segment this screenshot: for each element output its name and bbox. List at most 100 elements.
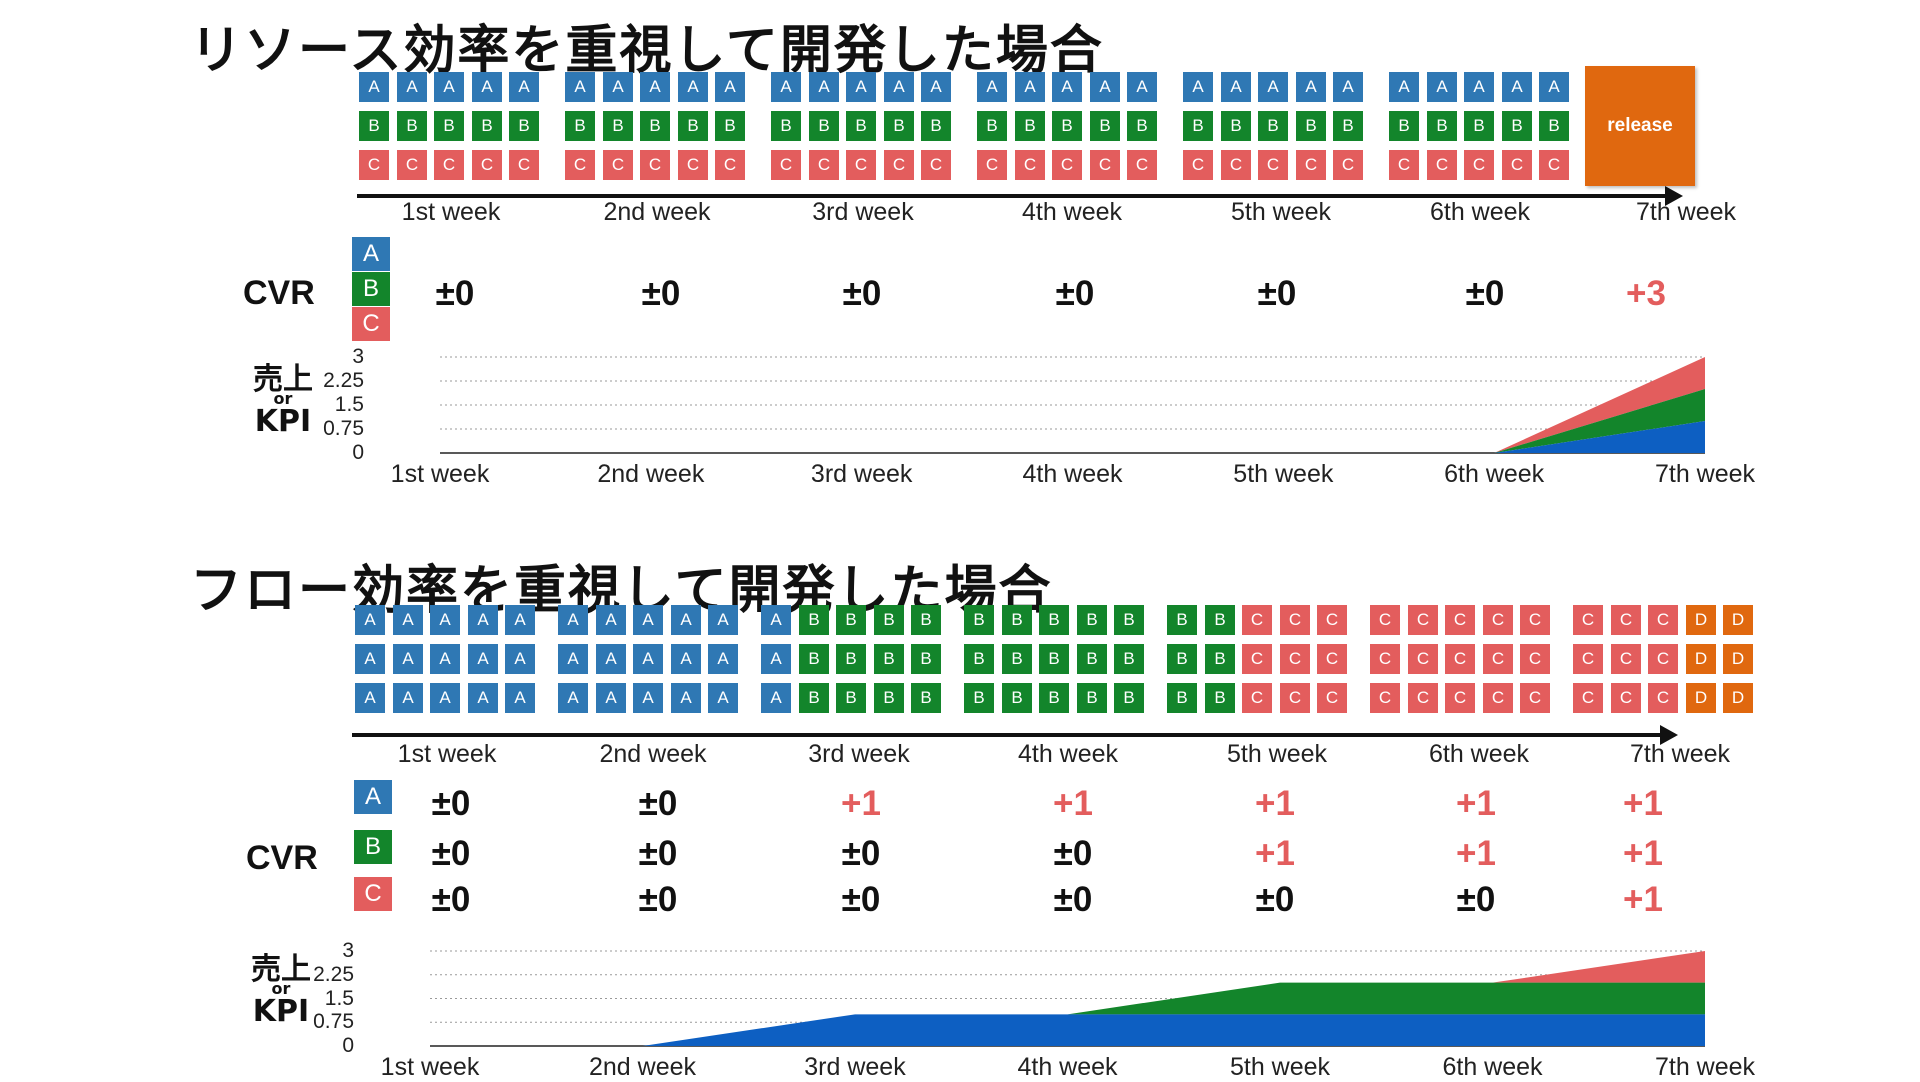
timeline-week-label: 6th week	[1428, 740, 1530, 768]
task-tile-d: D	[1723, 644, 1753, 674]
task-tile-b: B	[836, 605, 866, 635]
task-tile-a: A	[771, 72, 801, 102]
area-series-b	[430, 982, 1705, 1046]
task-tile-b: B	[1389, 111, 1419, 141]
task-tile-b: B	[1039, 644, 1069, 674]
task-tile-c: C	[472, 150, 502, 180]
task-tile-c: C	[1370, 683, 1400, 713]
task-tile-a: A	[671, 683, 701, 713]
cvr-value: +1	[1623, 834, 1663, 873]
x-tick-label: 1st week	[380, 1053, 480, 1081]
cvr-value: ±0	[638, 784, 678, 823]
task-tile-b: B	[799, 683, 829, 713]
cvr-value: ±0	[638, 880, 678, 919]
task-tile-c: C	[1258, 150, 1288, 180]
task-tile-c: C	[1502, 150, 1532, 180]
task-tile-b: B	[771, 111, 801, 141]
timeline-week-label: 3rd week	[808, 740, 910, 768]
task-tile-a: A	[1221, 72, 1251, 102]
task-tile-b: B	[809, 111, 839, 141]
task-tile-b: B	[1002, 605, 1032, 635]
task-tile-a: A	[884, 72, 914, 102]
section1-title: リソース効率を重視して開発した場合	[190, 21, 1104, 81]
x-tick-label: 5th week	[1233, 460, 1334, 488]
timeline-week-label: 5th week	[1226, 740, 1328, 768]
task-tile-c: C	[1483, 644, 1513, 674]
task-tile-a: A	[558, 644, 588, 674]
task-tile-b: B	[359, 111, 389, 141]
area-series-a	[440, 421, 1705, 453]
task-tile-b: B	[1296, 111, 1326, 141]
task-tile-b: B	[1539, 111, 1569, 141]
cvr-value: +1	[1623, 880, 1663, 919]
task-tile-b: B	[509, 111, 539, 141]
task-tile-a: A	[1389, 72, 1419, 102]
task-tile-c: C	[1573, 605, 1603, 635]
task-tile-c: C	[640, 150, 670, 180]
task-tile-b: B	[1502, 111, 1532, 141]
task-tile-c: C	[1573, 644, 1603, 674]
task-tile-c: C	[397, 150, 427, 180]
task-tile-c: C	[1052, 150, 1082, 180]
task-tile-c: C	[1370, 644, 1400, 674]
task-tile-b: B	[1077, 683, 1107, 713]
x-tick-label: 2nd week	[588, 1053, 697, 1081]
cvr-value: ±0	[641, 274, 681, 313]
task-tile-c: C	[1539, 150, 1569, 180]
task-tile-c: C	[977, 150, 1007, 180]
task-tile-c: C	[809, 150, 839, 180]
cvr-value: ±0	[1456, 880, 1496, 919]
timeline-week-label: 4th week	[1017, 740, 1119, 768]
x-tick-label: 7th week	[1654, 460, 1756, 488]
task-tile-a: A	[633, 683, 663, 713]
task-tile-c: C	[1317, 605, 1347, 635]
legend-b: B	[352, 272, 390, 306]
task-tile-b: B	[1167, 644, 1197, 674]
task-tile-c: C	[715, 150, 745, 180]
task-tile-b: B	[1221, 111, 1251, 141]
legend-b: B	[354, 830, 392, 864]
task-tile-c: C	[1127, 150, 1157, 180]
y-tick-label: 2.25	[323, 369, 364, 392]
cvr-value: ±0	[1255, 880, 1295, 919]
task-tile-b: B	[1077, 644, 1107, 674]
task-tile-a: A	[468, 683, 498, 713]
task-tile-a: A	[1258, 72, 1288, 102]
task-tile-b: B	[1167, 683, 1197, 713]
task-tile-b: B	[1205, 683, 1235, 713]
task-tile-d: D	[1723, 605, 1753, 635]
x-tick-label: 1st week	[390, 460, 490, 488]
task-tile-b: B	[1333, 111, 1363, 141]
task-tile-b: B	[434, 111, 464, 141]
task-tile-a: A	[430, 605, 460, 635]
task-tile-a: A	[430, 683, 460, 713]
x-tick-label: 4th week	[1017, 1053, 1118, 1081]
task-tile-c: C	[1296, 150, 1326, 180]
task-tile-b: B	[1427, 111, 1457, 141]
task-tile-c: C	[1370, 605, 1400, 635]
task-tile-b: B	[964, 605, 994, 635]
legend-c: C	[354, 877, 392, 911]
task-tile-c: C	[1015, 150, 1045, 180]
task-tile-b: B	[1052, 111, 1082, 141]
cvr-value: +1	[841, 784, 881, 823]
task-tile-c: C	[1648, 683, 1678, 713]
timeline-week-label: 1st week	[401, 198, 501, 226]
cvr-value: ±0	[841, 834, 881, 873]
task-tile-b: B	[603, 111, 633, 141]
task-tile-a: A	[393, 605, 423, 635]
timeline-week-label: 3rd week	[812, 198, 914, 226]
cvr-value: ±0	[1053, 834, 1093, 873]
task-tile-a: A	[468, 644, 498, 674]
task-tile-a: A	[393, 644, 423, 674]
task-tile-a: A	[430, 644, 460, 674]
y-tick-label: 0.75	[313, 1010, 354, 1034]
task-tile-c: C	[1408, 605, 1438, 635]
task-tile-b: B	[1127, 111, 1157, 141]
task-tile-b: B	[964, 683, 994, 713]
section1-cvr-label: CVR	[243, 274, 315, 312]
task-tile-a: A	[505, 683, 535, 713]
section1-timeline-arrow	[357, 186, 1683, 206]
release-box: release	[1585, 66, 1695, 186]
